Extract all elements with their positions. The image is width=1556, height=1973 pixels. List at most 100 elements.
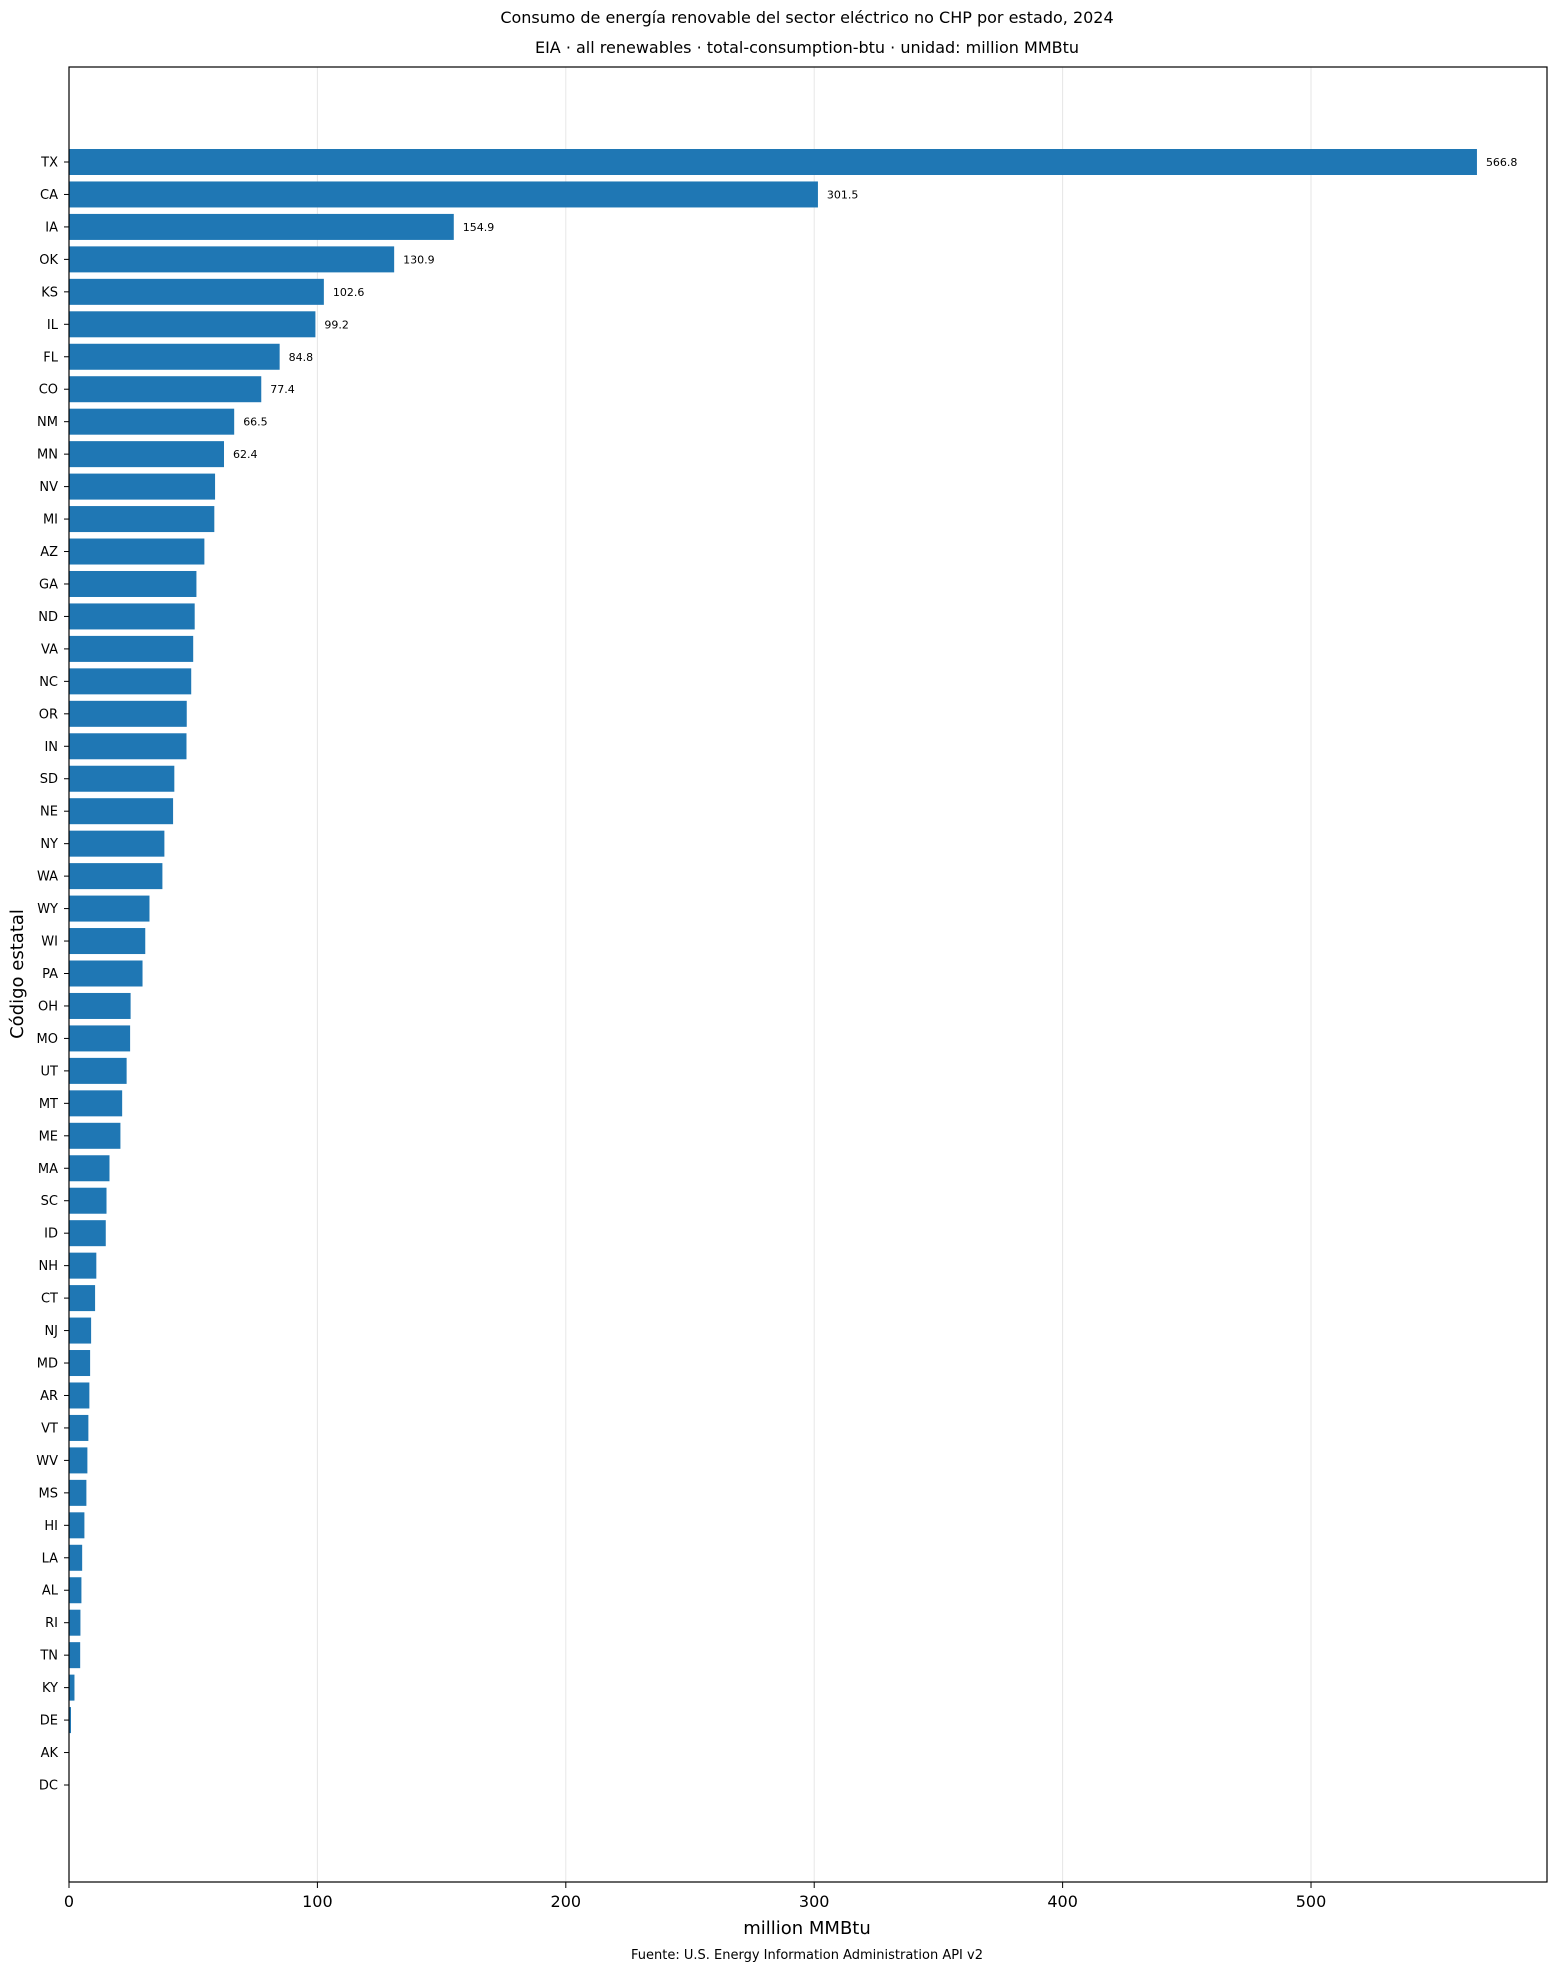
plot-frame — [68, 66, 1548, 1883]
bar-value-label: 99.2 — [324, 318, 349, 331]
x-tick-label: 400 — [1047, 1892, 1078, 1911]
y-tick-label: MI — [43, 513, 58, 528]
y-tick-label: ID — [44, 1227, 58, 1242]
x-axis-ticks: 0 100 200 300 400 500 — [64, 1882, 1326, 1911]
y-tick-label: AZ — [40, 545, 58, 560]
y-tick-label: NH — [39, 1259, 59, 1274]
y-tick-label: MN — [37, 448, 58, 463]
bar — [69, 765, 175, 792]
y-tick-label: KS — [41, 285, 58, 300]
footer-source: Fuente: U.S. Energy Information Administ… — [631, 1948, 983, 1963]
y-tick-label: NJ — [44, 1324, 58, 1339]
y-tick-label: MA — [38, 1162, 58, 1177]
y-tick-label: OH — [38, 999, 58, 1014]
y-tick-label: OR — [39, 707, 58, 722]
bar — [69, 1187, 107, 1214]
y-tick-label: WI — [41, 935, 58, 950]
bar — [69, 376, 262, 403]
x-axis-label: million MMBtu — [743, 1918, 871, 1939]
y-tick-label: IL — [47, 318, 59, 333]
y-tick-label: NE — [40, 805, 58, 820]
x-tick-label: 500 — [1296, 1892, 1327, 1911]
bar — [69, 311, 316, 338]
bar — [69, 960, 143, 987]
bar — [69, 928, 146, 955]
bar — [69, 1479, 87, 1506]
y-tick-label: KY — [42, 1681, 58, 1696]
bar-value-label: 62.4 — [233, 448, 258, 461]
y-axis-label: Código estatal — [7, 909, 28, 1039]
y-tick-label: DE — [40, 1714, 58, 1729]
bar — [69, 1317, 92, 1344]
bar-value-label: 102.6 — [333, 286, 365, 299]
bar — [69, 700, 187, 727]
bar — [69, 149, 1477, 175]
y-tick-label: AK — [41, 1746, 59, 1761]
y-tick-label: TN — [39, 1649, 58, 1664]
bar — [69, 992, 131, 1019]
bar — [69, 1707, 71, 1734]
bar — [69, 408, 235, 435]
grid-lines — [316, 67, 1312, 1882]
bar — [69, 1609, 81, 1636]
bar — [69, 570, 197, 597]
y-tick-label: SD — [40, 772, 58, 787]
bar — [69, 213, 454, 240]
bar — [69, 635, 194, 662]
chart-subtitle: EIA · all renewables · total-consumption… — [535, 38, 1079, 57]
y-tick-label: VA — [41, 642, 58, 657]
y-tick-label: UT — [41, 1064, 59, 1079]
bar — [69, 538, 205, 565]
bar — [69, 1382, 90, 1409]
bar — [69, 1674, 75, 1701]
bar — [69, 1512, 85, 1539]
bar — [69, 1122, 121, 1149]
x-tick-label: 0 — [64, 1892, 74, 1911]
bar — [69, 1220, 106, 1247]
y-tick-label: IA — [45, 220, 58, 235]
bar-value-labels: 566.8 301.5 154.9 130.9 102.6 99.2 84.8 77.4 66.… — [233, 156, 1517, 461]
bar — [69, 1025, 131, 1052]
bar — [69, 1544, 83, 1571]
bar — [69, 1577, 82, 1604]
y-tick-label: CT — [41, 1292, 58, 1307]
y-tick-label: VT — [41, 1421, 58, 1436]
bar-value-label: 154.9 — [463, 221, 495, 234]
y-tick-label: WA — [37, 870, 58, 885]
y-tick-label: RI — [45, 1616, 58, 1631]
bar — [69, 1642, 81, 1669]
y-tick-label: OK — [39, 253, 58, 268]
bar-value-label: 130.9 — [403, 253, 435, 266]
y-tick-label: NY — [40, 837, 58, 852]
x-tick-label: 200 — [551, 1892, 582, 1911]
y-tick-label: CO — [39, 383, 58, 398]
bar — [69, 1447, 88, 1474]
bar — [69, 181, 818, 208]
y-tick-label: GA — [39, 577, 58, 592]
bar — [69, 1155, 110, 1182]
y-tick-label: MT — [39, 1097, 58, 1112]
y-tick-label: WV — [36, 1454, 58, 1469]
bar-value-label: 84.8 — [289, 351, 314, 364]
bars — [69, 149, 1477, 1798]
bar — [69, 246, 395, 273]
bar — [69, 278, 324, 305]
y-tick-label: AR — [40, 1389, 58, 1404]
bar-value-label: 66.5 — [243, 416, 268, 429]
x-tick-label: 300 — [799, 1892, 830, 1911]
y-tick-label: CA — [40, 188, 58, 203]
y-tick-label: LA — [42, 1551, 59, 1566]
bar — [69, 473, 216, 500]
y-tick-label: IN — [44, 740, 58, 755]
bar — [69, 1090, 123, 1117]
bar — [69, 603, 195, 630]
bar — [69, 895, 150, 922]
bar-value-label: 566.8 — [1486, 156, 1518, 169]
bar — [69, 343, 280, 370]
bar-value-label: 77.4 — [270, 383, 295, 396]
bar — [69, 1252, 97, 1279]
bar — [69, 798, 174, 825]
bar — [69, 830, 165, 857]
y-tick-label: MD — [37, 1357, 58, 1372]
